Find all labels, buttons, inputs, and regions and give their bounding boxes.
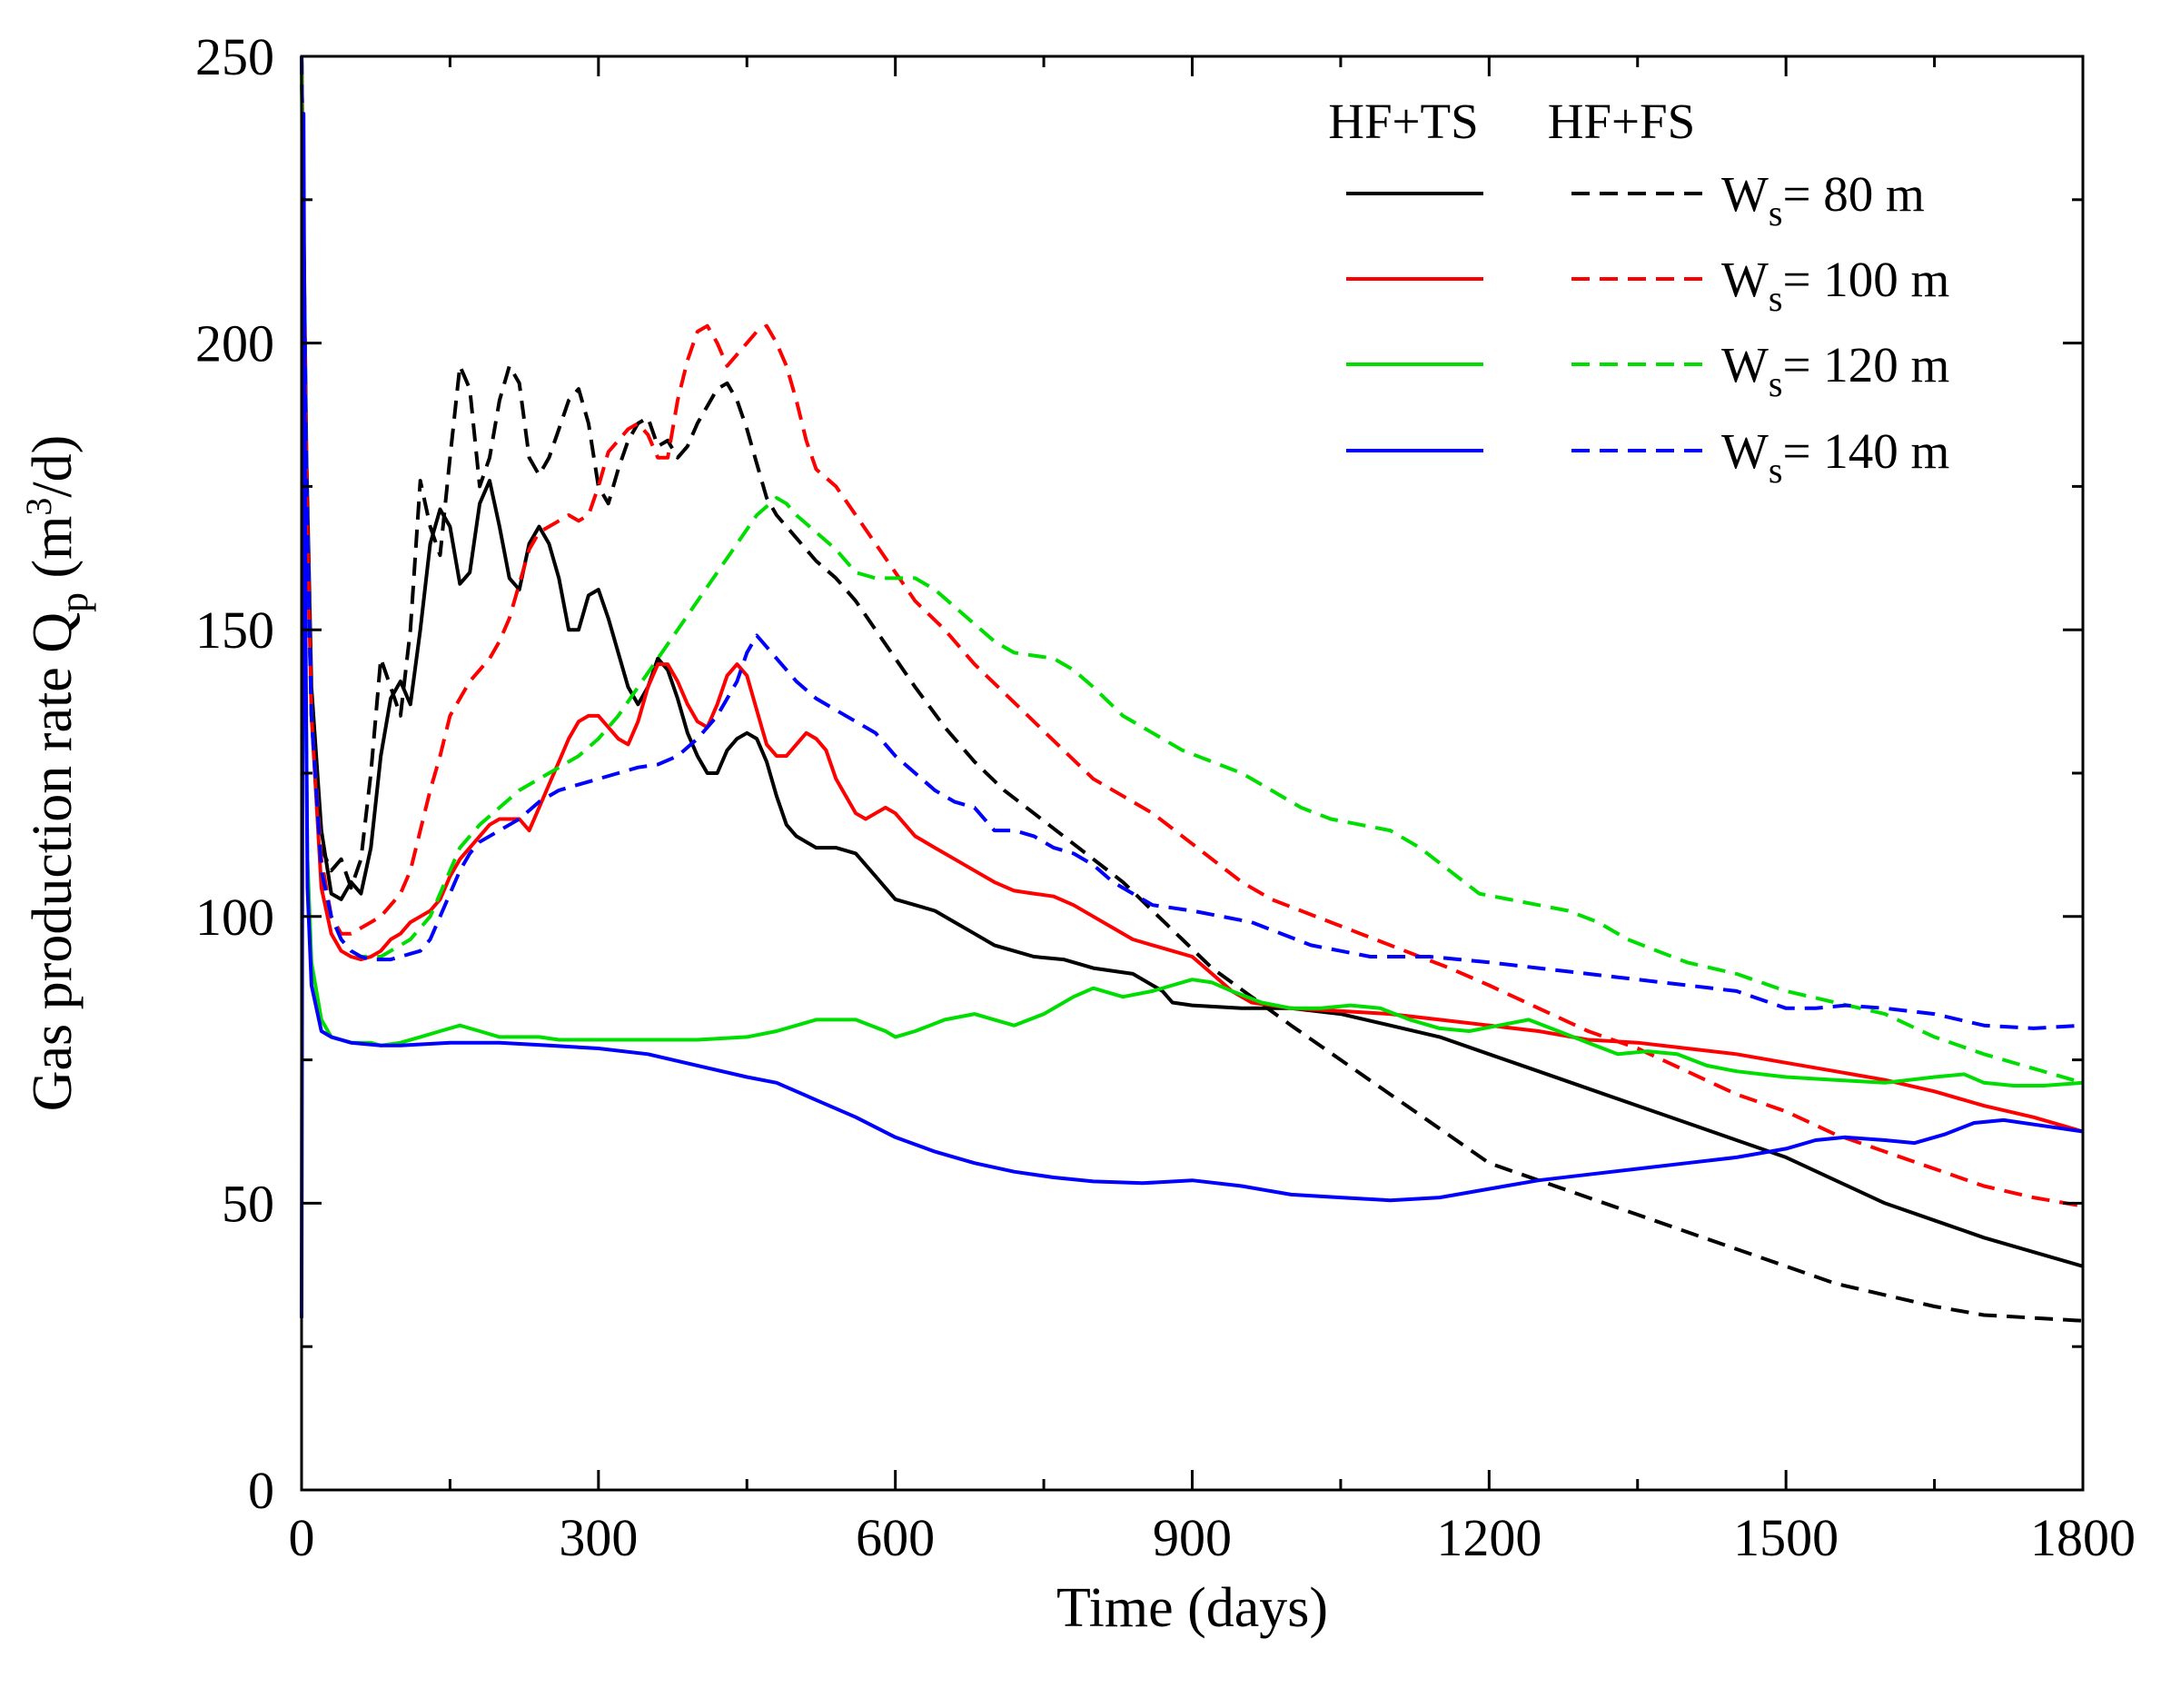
legend-header-hf-fs: HF+FS (1548, 94, 1696, 149)
x-tick-label: 600 (856, 1508, 935, 1567)
y-tick-label: 200 (195, 314, 274, 373)
y-axis-title-sup: 3 (18, 498, 59, 516)
y-axis-title-unit-open: (m (22, 516, 84, 592)
x-tick-label: 0 (289, 1508, 315, 1567)
series-line-hf-ts-120m (300, 55, 2084, 1087)
x-tick-label: 300 (559, 1508, 638, 1567)
legend-label: Ws= 100 m (1721, 252, 1949, 319)
legend-label: Ws= 80 m (1721, 166, 1925, 233)
legend-rows: Ws= 80 m Ws= 100 m Ws= 120 m Ws= 140 m (1346, 166, 1949, 491)
x-axis-title: Time (days) (1056, 1577, 1328, 1639)
x-tick-label: 900 (1153, 1508, 1232, 1567)
series-line-hf-fs-140m (300, 55, 2084, 1030)
legend-label: Ws= 140 m (1721, 423, 1949, 491)
series-line-hf-ts-80m (300, 55, 2084, 1268)
legend-label: Ws= 120 m (1721, 337, 1949, 404)
x-tick-label: 1800 (2030, 1508, 2136, 1567)
series-line-hf-ts-140m (300, 112, 2084, 1318)
x-tick-label: 1500 (1733, 1508, 1839, 1567)
y-tick-label: 0 (248, 1461, 274, 1520)
legend-header-hf-ts: HF+TS (1328, 94, 1479, 149)
ticks-layer: 0 300 600 900 1200 1500 1800 0 50 100 150 200 250 (195, 27, 2136, 1567)
series-layer (300, 55, 2084, 1323)
y-tick-label: 100 (195, 888, 274, 947)
series-line-hf-fs-120m (300, 55, 2084, 1085)
legend: HF+TS HF+FS Ws= 80 mWs= 100 mWs= 120 mWs… (1328, 94, 1949, 491)
y-axis-title: Gas production rate Qp (m3/d) (18, 435, 96, 1111)
y-axis-title-unit-close: /d) (22, 435, 84, 498)
y-axis-title-sub: p (52, 592, 96, 612)
y-tick-label: 250 (195, 27, 274, 86)
y-axis-title-main: Gas production rate Q (22, 612, 84, 1111)
y-tick-label: 50 (222, 1174, 274, 1233)
series-line-hf-fs-100m (300, 55, 2084, 1208)
series-line-hf-fs-80m (300, 55, 2084, 1323)
x-tick-label: 1200 (1436, 1508, 1541, 1567)
y-tick-label: 150 (195, 601, 274, 660)
